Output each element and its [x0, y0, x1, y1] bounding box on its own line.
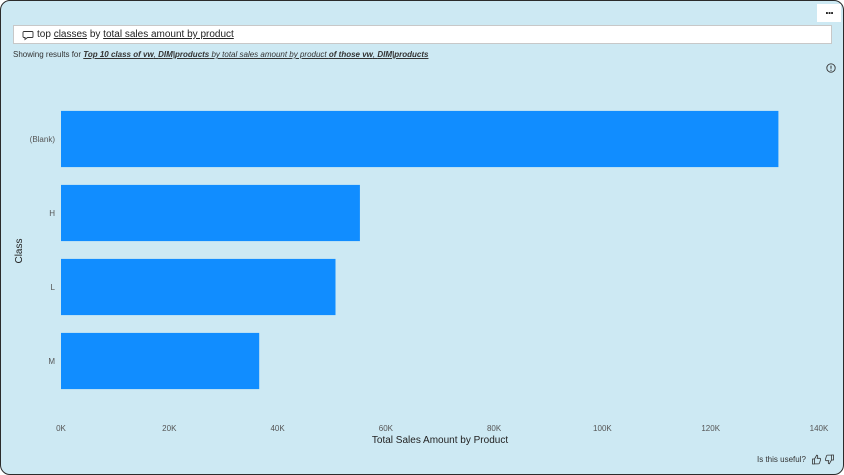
x-tick-label: 80K [487, 424, 502, 433]
question-part: classes [53, 29, 88, 40]
question-part: by [87, 29, 104, 40]
x-tick-label: 120K [701, 424, 720, 433]
thumbs-up-icon[interactable] [811, 454, 822, 465]
speech-bubble-icon [22, 31, 34, 41]
feedback-prompt: Is this useful? [757, 455, 806, 464]
restatement-prefix: Showing results for [13, 50, 84, 59]
x-tick-label: 140K [810, 424, 829, 433]
question-part: top [37, 29, 54, 40]
question-part: total sales amount by product [103, 29, 234, 40]
x-tick-label: 40K [270, 424, 285, 433]
question-input[interactable]: top classes by total sales amount by pro… [13, 25, 832, 44]
restatement-term[interactable]: DIM|products [377, 50, 429, 59]
info-icon[interactable] [826, 63, 836, 73]
y-tick-label: H [49, 209, 55, 218]
thumbs-down-icon[interactable] [824, 454, 835, 465]
bar-chart: (Blank) H L M 0K 20K 40K 60K 80K 100K 120K 140K Tota… [14, 110, 829, 446]
query-restatement: Showing results for Top 10 class of vw, … [13, 50, 429, 59]
bar-0[interactable] [61, 110, 779, 168]
x-axis-title: Total Sales Amount by Product [372, 435, 508, 446]
x-tick-label: 0K [56, 424, 66, 433]
x-tick-label: 100K [593, 424, 612, 433]
restatement-term[interactable]: DIM|products [158, 50, 210, 59]
x-tick-label: 60K [379, 424, 394, 433]
more-options-button[interactable]: ... [817, 3, 841, 22]
y-axis-title: Class [14, 238, 25, 263]
restatement-term[interactable]: Top 10 class of vw [83, 50, 154, 59]
y-tick-label: M [48, 357, 55, 366]
bar-2[interactable] [61, 258, 336, 316]
y-tick-label: (Blank) [30, 135, 56, 144]
y-tick-label: L [51, 283, 56, 292]
bar-3[interactable] [61, 332, 260, 390]
x-tick-label: 20K [162, 424, 177, 433]
restatement-term[interactable]: of those vw [328, 50, 373, 59]
bar-1[interactable] [61, 184, 360, 242]
restatement-term[interactable]: by total sales amount by product [209, 50, 329, 59]
question-text[interactable]: top classes by total sales amount by pro… [37, 28, 234, 41]
